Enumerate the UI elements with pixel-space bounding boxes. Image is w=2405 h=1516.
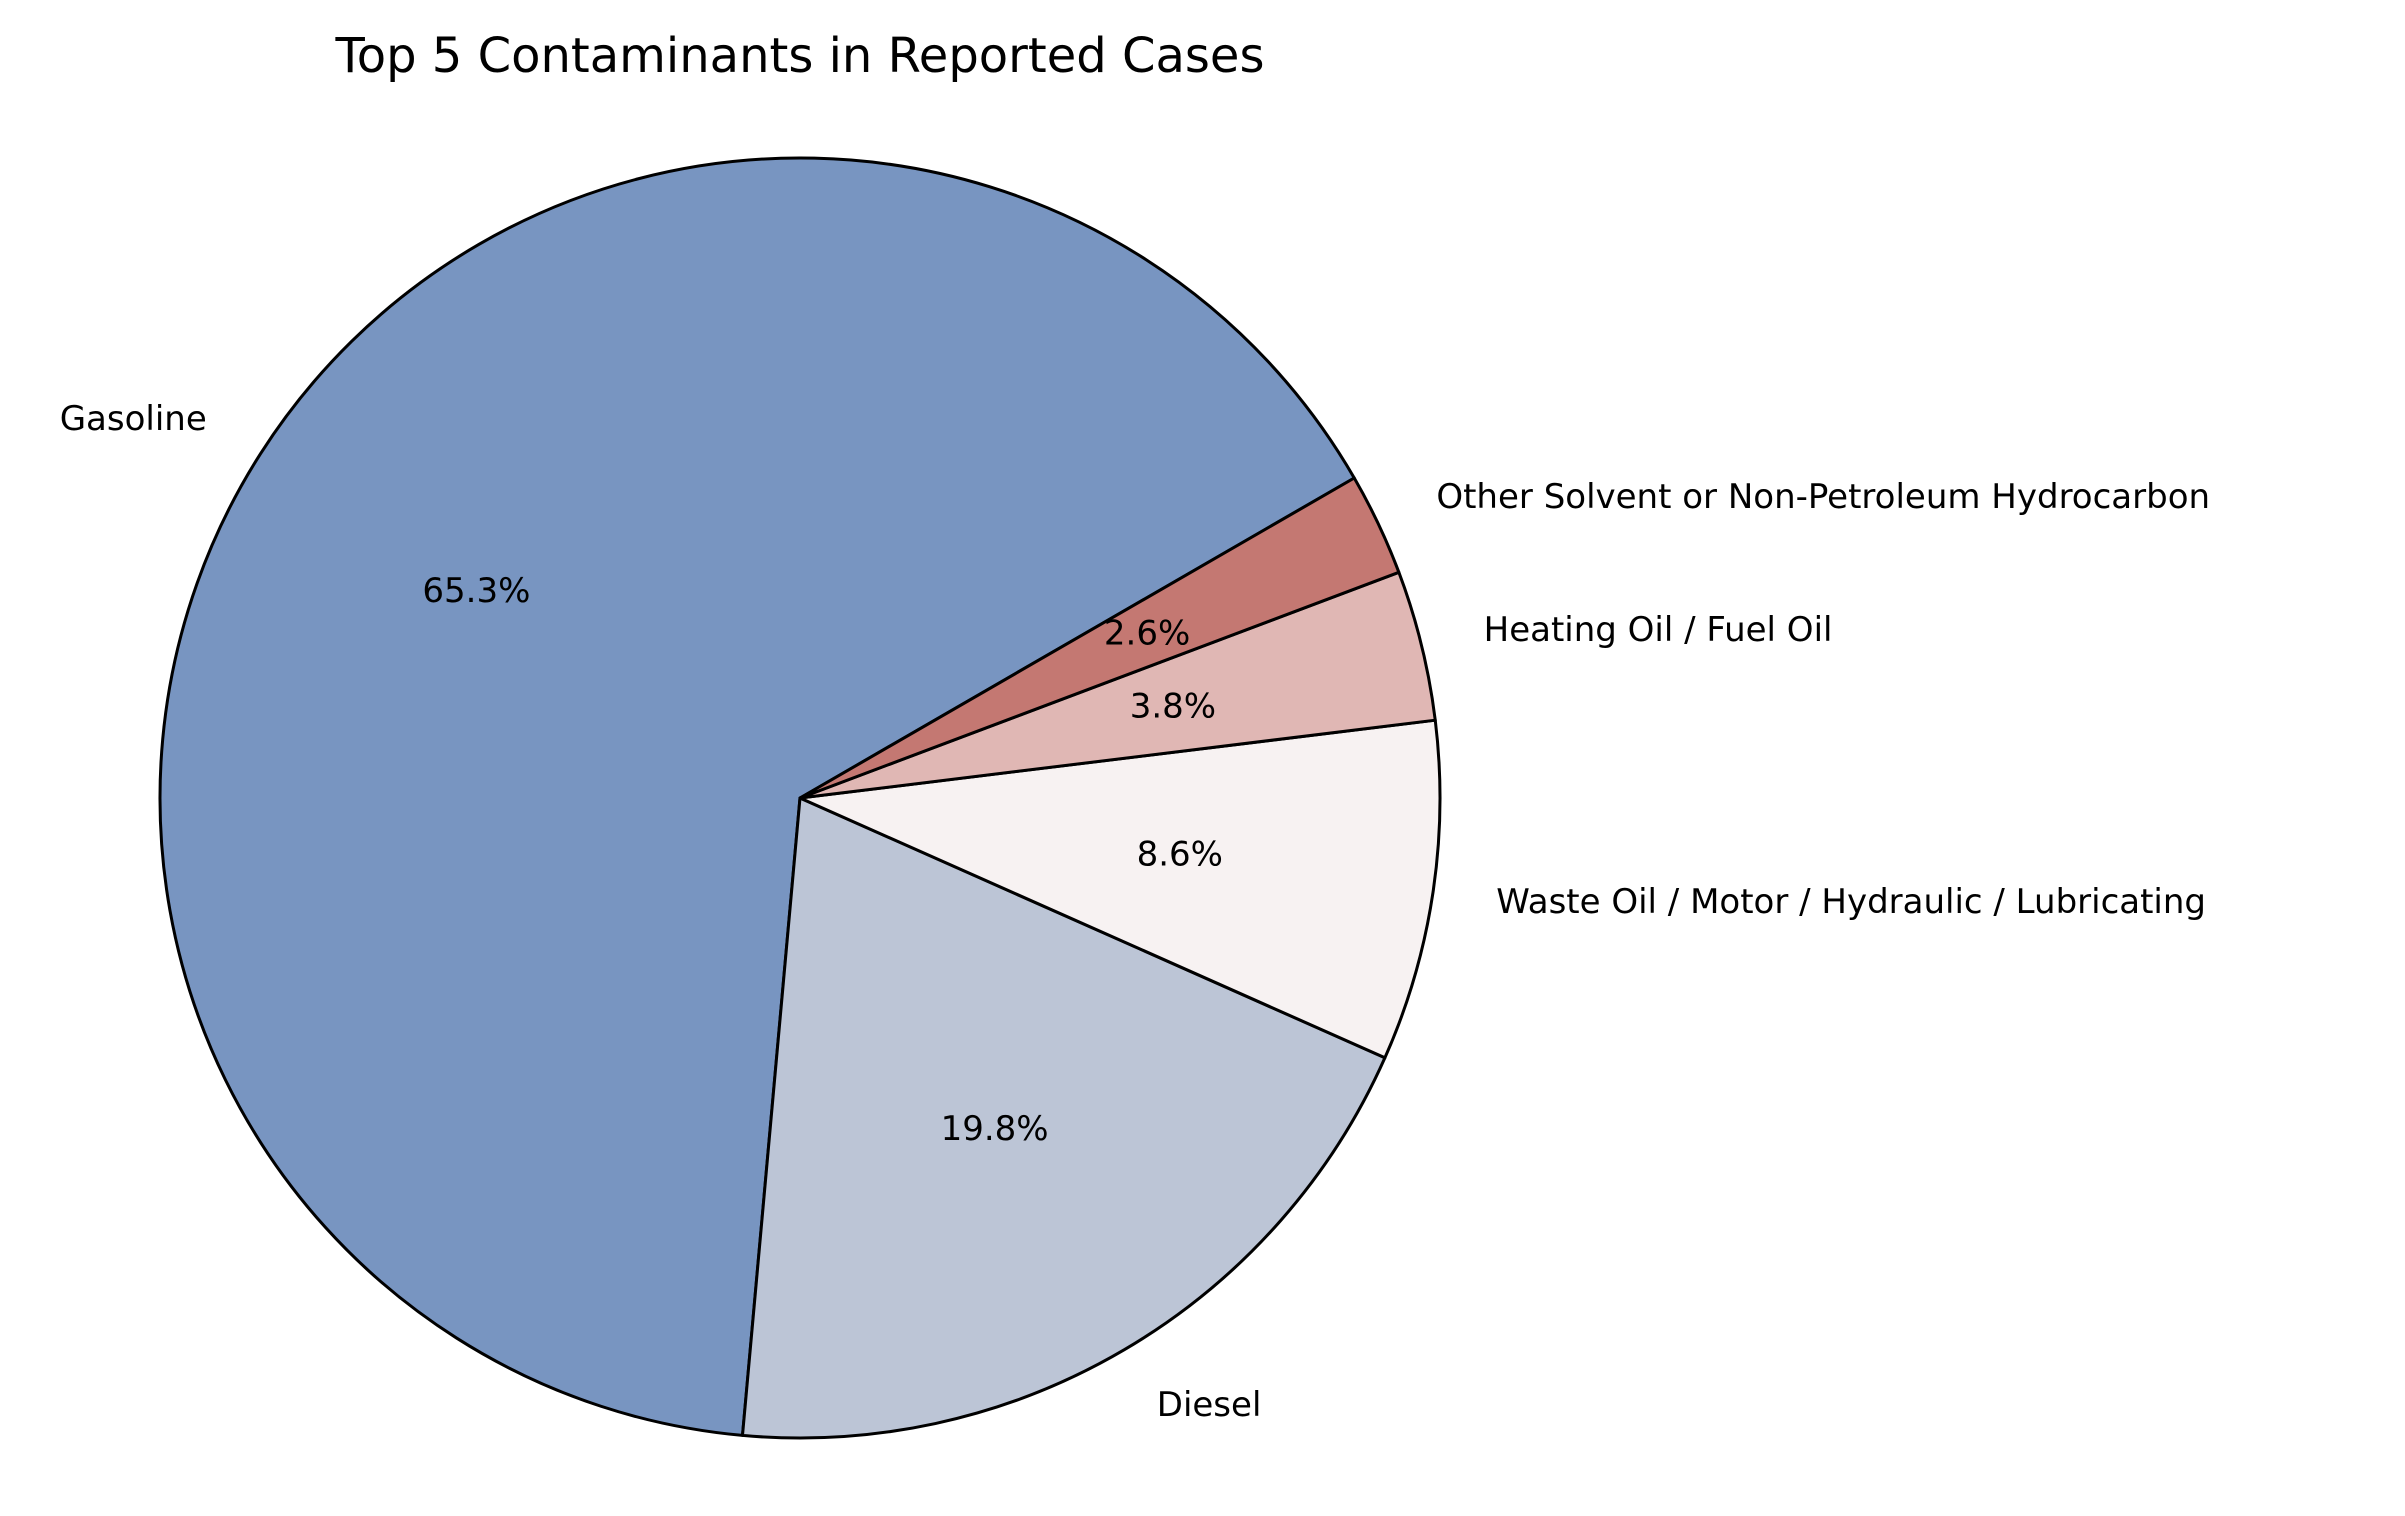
pct-label-other-solvent-or-non-petroleum-hydrocarbon: 2.6% [1104,614,1190,654]
pct-label-gasoline: 65.3% [422,571,530,611]
slice-label-other-solvent-or-non-petroleum-hydrocarbon: Other Solvent or Non-Petroleum Hydrocarb… [1436,477,2210,517]
slice-label-waste-oil-motor-hydraulic-lubricating: Waste Oil / Motor / Hydraulic / Lubricat… [1496,882,2206,922]
pie-slice-diesel [740,796,1387,1440]
pct-label-waste-oil-motor-hydraulic-lubricating: 8.6% [1137,835,1223,875]
pct-label-diesel: 19.8% [941,1109,1049,1149]
labels-layer: 65.3% Gasoline 19.8% Diesel 8.6% Waste Oil / … [60,399,2210,1425]
slice-label-heating-oil-fuel-oil: Heating Oil / Fuel Oil [1484,610,1833,650]
slice-label-gasoline: Gasoline [60,399,207,439]
pie-slice-gasoline [158,156,1356,1437]
slice-label-diesel: Diesel [1157,1385,1262,1425]
pie-slice-other-solvent-or-non-petroleum-hydrocarbon [798,476,1401,800]
pct-label-heating-oil-fuel-oil: 3.8% [1130,686,1216,726]
slices-layer [158,156,1442,1440]
pie-slice-waste-oil-motor-hydraulic-lubricating [798,718,1442,1060]
chart-title: Top 5 Contaminants in Reported Cases [335,28,1265,84]
